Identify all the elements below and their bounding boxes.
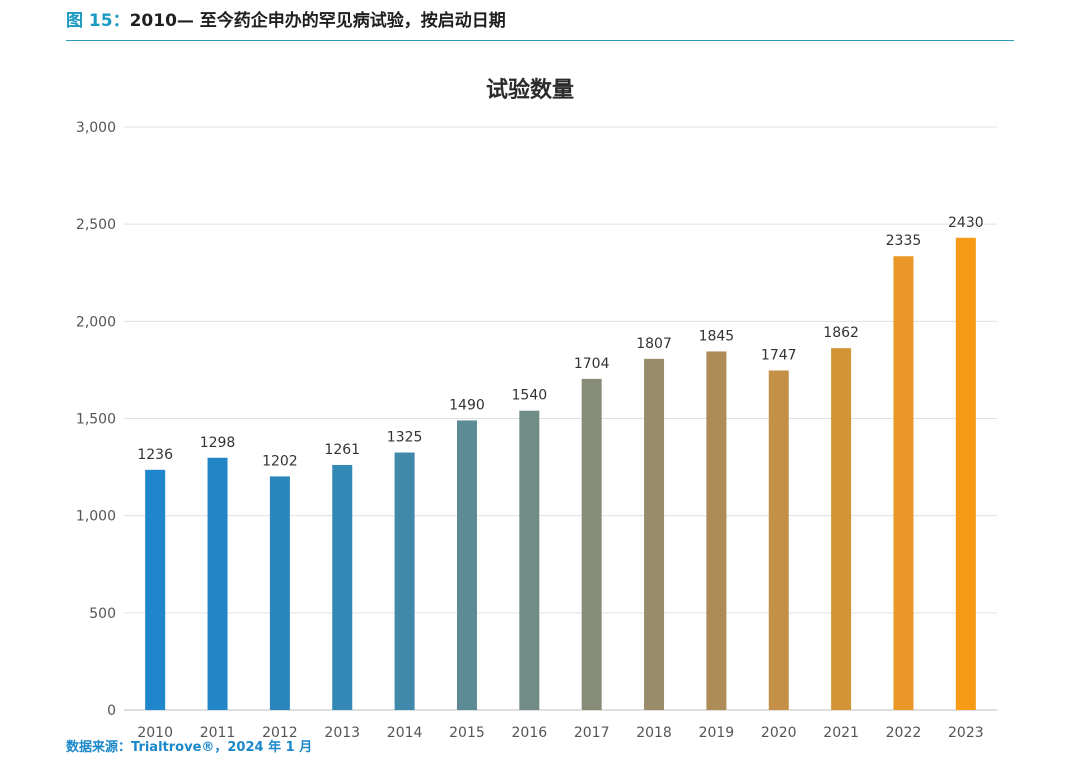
bar [456,420,477,710]
y-tick-label: 0 [107,703,116,719]
x-tick-label: 2016 [512,725,548,740]
bar [893,256,914,710]
bar [394,452,415,710]
bar-value-label: 1490 [449,397,485,413]
bar-value-label: 1202 [262,453,298,469]
x-tick-label: 2010 [137,725,173,740]
source-note: 数据来源：Trialtrove®，2024 年 1 月 [66,740,313,755]
figure-header: 图 15：2010— 至今药企申办的罕见病试验，按启动日期 [66,8,1014,41]
x-tick-label: 2011 [200,725,236,740]
bar [269,476,290,710]
y-gridlines [124,126,997,711]
bar [581,378,602,710]
x-tick-label: 2021 [823,725,859,740]
bar [768,370,789,710]
bar-value-label: 1540 [512,388,548,404]
bar-value-label: 1704 [574,356,610,372]
bar-value-labels: 1236 1298 1202 1261 1325 1490 1540 1704 1807 1845… [137,215,983,470]
bar-value-label: 1862 [823,325,859,341]
bar [519,410,540,710]
bar [644,358,665,710]
bar-value-label: 1298 [200,435,236,451]
bar-value-label: 1236 [137,447,173,463]
y-tick-label: 2,000 [76,314,116,330]
y-tick-label: 1,500 [76,412,116,428]
x-tick-label: 2019 [699,725,735,740]
x-tick-label: 2018 [636,725,672,740]
bars [145,237,976,710]
bar-value-label: 1325 [387,430,423,446]
bar-value-label: 1747 [761,347,797,363]
bar [207,457,228,710]
bar-value-label: 2430 [948,215,984,231]
y-tick-label: 2,500 [76,217,116,233]
figure-label: 图 15： [66,11,130,31]
bar [955,237,976,710]
bar [145,469,166,710]
bar-value-label: 1845 [699,328,735,344]
x-tick-label: 2020 [761,725,797,740]
x-tick-label: 2012 [262,725,298,740]
x-tick-label: 2014 [387,725,423,740]
figure-title-text: 2010— 至今药企申办的罕见病试验，按启动日期 [129,11,506,31]
x-tick-label: 2017 [574,725,610,740]
bar [332,464,353,710]
bar-value-label: 1261 [324,442,360,458]
x-tick-label: 2023 [948,725,984,740]
chart-title: 试验数量 [486,77,574,103]
y-tick-label: 1,000 [76,509,116,525]
bar-value-label: 1807 [636,336,672,352]
y-tick-label: 500 [89,606,116,622]
y-tick-label: 3,000 [76,120,116,136]
x-tick-label: 2022 [886,725,922,740]
x-tick-label: 2013 [324,725,360,740]
y-axis-tick-labels: 0 500 1,000 1,500 2,000 2,500 3,000 [76,120,116,719]
x-tick-label: 2015 [449,725,485,740]
bar [831,348,852,710]
bar [706,351,727,710]
bar-value-label: 2335 [886,233,922,249]
figure-title: 图 15：2010— 至今药企申办的罕见病试验，按启动日期 [66,8,1014,34]
x-axis-tick-labels: 2010 2011 2012 2013 2014 2015 2016 2017 2018 2019… [137,725,983,740]
